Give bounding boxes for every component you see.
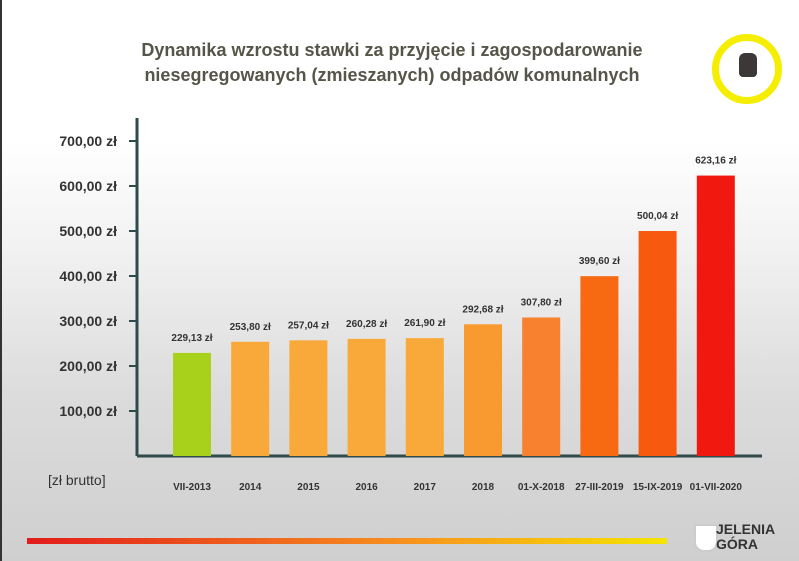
bar <box>696 175 735 456</box>
data-label: 260,28 zł <box>346 319 387 330</box>
data-label: 307,80 zł <box>521 297 562 308</box>
bar <box>638 230 677 456</box>
bar <box>231 341 270 456</box>
x-tick-label: 2018 <box>472 482 495 493</box>
chart-title: Dynamika wzrostu stawki za przyjęcie i z… <box>141 40 643 85</box>
bar <box>522 317 561 456</box>
x-tick-label: 2017 <box>414 482 437 493</box>
y-tick-label: 500,00 zł <box>59 223 117 239</box>
decorative-stripe <box>27 538 667 544</box>
bar <box>464 324 502 456</box>
bar <box>405 338 444 456</box>
logo-line-2: GÓRA <box>716 536 758 552</box>
x-tick-label: 15-IX-2019 <box>633 482 683 493</box>
x-tick-label: VII-2013 <box>173 482 211 493</box>
x-tick-label: 27-III-2019 <box>575 482 624 493</box>
bar <box>347 338 386 456</box>
x-tick-label: 2015 <box>297 482 320 493</box>
y-axis-unit: [zł brutto] <box>48 472 106 488</box>
y-tick-label: 300,00 zł <box>59 313 117 329</box>
data-label: 399,60 zł <box>579 256 620 267</box>
coat-of-arms-icon <box>694 524 718 552</box>
x-tick-label: 01-X-2018 <box>518 482 565 493</box>
trash-bag-icon <box>712 34 782 104</box>
y-tick-label: 600,00 zł <box>59 178 117 194</box>
data-label: 623,16 zł <box>695 156 736 167</box>
x-tick-label: 2014 <box>239 482 262 493</box>
data-label: 253,80 zł <box>230 322 271 333</box>
data-label: 292,68 zł <box>462 304 503 315</box>
data-label: 229,13 zł <box>171 333 212 344</box>
data-label: 257,04 zł <box>288 320 329 331</box>
bar <box>289 340 328 456</box>
logo-line-1: JELENIA <box>716 521 776 537</box>
bar <box>173 352 211 456</box>
x-tick-label: 2016 <box>355 482 378 493</box>
y-tick-label: 400,00 zł <box>59 268 117 284</box>
y-tick-label: 100,00 zł <box>59 403 117 419</box>
data-label: 261,90 zł <box>404 318 445 329</box>
x-tick-label: 01-VII-2020 <box>690 482 743 493</box>
y-tick-label: 200,00 zł <box>59 358 117 374</box>
y-tick-label: 700,00 zł <box>59 133 117 149</box>
data-label: 500,04 zł <box>637 211 678 222</box>
bar <box>580 276 619 456</box>
